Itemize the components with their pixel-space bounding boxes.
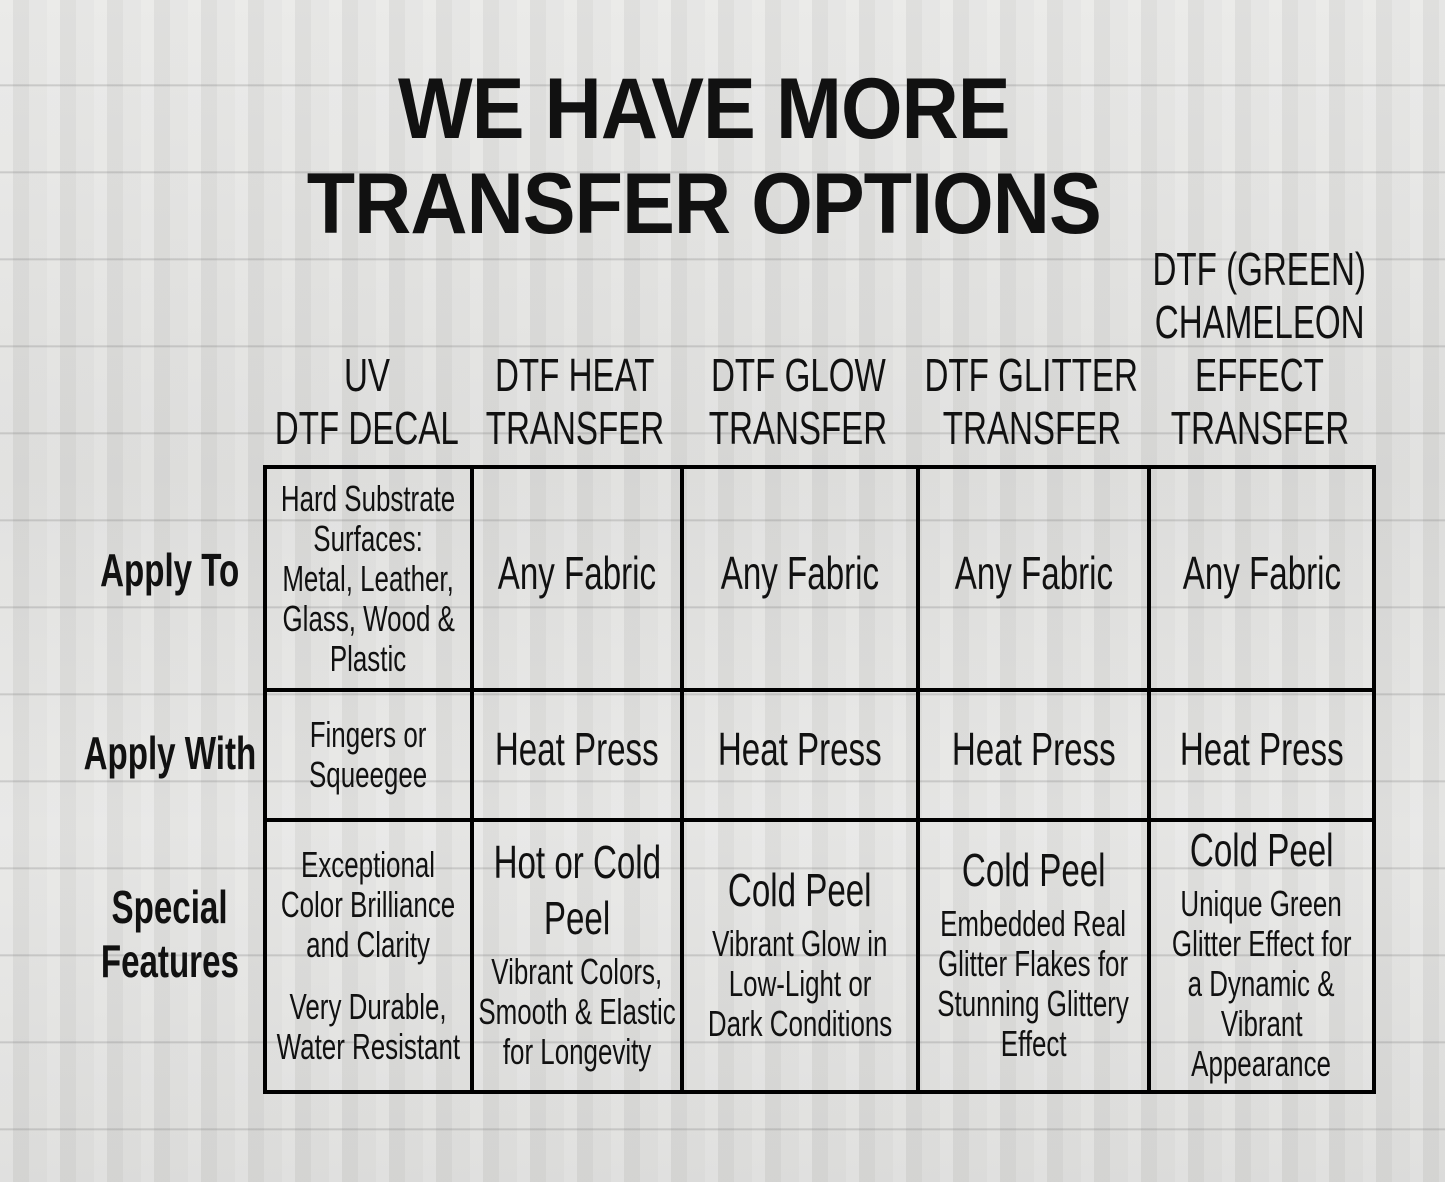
table-cell: Cold Peel Unique Green Glitter Effect for a… bbox=[1147, 818, 1376, 1094]
cell-text: Color Brilliance bbox=[281, 884, 456, 925]
cell-text: Heat Press bbox=[718, 723, 882, 775]
column-header: DTF GLOW TRANSFER bbox=[660, 240, 936, 455]
column-header-line: DTF GLOW bbox=[710, 349, 886, 401]
column-header-line: CHAMELEON bbox=[1154, 296, 1365, 348]
cell-text: Appearance bbox=[1191, 1043, 1332, 1084]
cell-text: Very Durable, bbox=[289, 986, 448, 1027]
column-header: DTF GLITTER TRANSFER bbox=[896, 240, 1167, 455]
table-cell: Heat Press bbox=[680, 688, 920, 822]
cell-heading: Cold Peel bbox=[1189, 824, 1334, 876]
cell-text: Plastic bbox=[330, 637, 407, 679]
table-cell: Any Fabric bbox=[680, 465, 920, 692]
column-header-line: TRANSFER bbox=[708, 402, 888, 454]
cell-text: Any Fabric bbox=[497, 546, 657, 599]
column-header-line: DTF GLITTER bbox=[924, 349, 1139, 401]
cell-text: Heat Press bbox=[1179, 723, 1344, 775]
cell-text: Vibrant Glow in bbox=[712, 923, 888, 964]
cell-text: Unique Green bbox=[1180, 883, 1343, 924]
cell-text: Surfaces: bbox=[313, 517, 424, 559]
cell-text: Low-Light or bbox=[728, 963, 872, 1004]
column-header-line: TRANSFER bbox=[485, 402, 665, 454]
row-label-line: Apply To bbox=[100, 544, 240, 596]
cell-text: Exceptional bbox=[301, 844, 436, 885]
cell-text: Heat Press bbox=[951, 723, 1116, 775]
table-cell: Hard Substrate Surfaces: Metal, Leather, Gl… bbox=[263, 465, 474, 692]
row-label-line: Features bbox=[100, 935, 240, 987]
title-line-1: WE HAVE MORE bbox=[397, 61, 1011, 157]
table-cell: Exceptional Color Brilliance and Clarity Ve… bbox=[263, 818, 474, 1094]
column-header-line: UV bbox=[343, 349, 390, 401]
row-label-line: Special bbox=[112, 881, 228, 933]
table-cell: Heat Press bbox=[470, 688, 684, 822]
column-header-line: TRANSFER bbox=[942, 402, 1121, 454]
table-cell: Any Fabric bbox=[1147, 465, 1376, 692]
cell-text: Any Fabric bbox=[1182, 546, 1341, 599]
cell-text: Embedded Real bbox=[940, 903, 1127, 944]
cell-text: for Longevity bbox=[502, 1031, 652, 1072]
cell-heading: Cold Peel bbox=[728, 864, 872, 916]
cell-heading: Peel bbox=[543, 892, 611, 944]
cell-text: Effect bbox=[1000, 1023, 1067, 1064]
cell-heading: Cold Peel bbox=[961, 844, 1106, 896]
table-cell: Any Fabric bbox=[470, 465, 684, 692]
column-header: DTF HEAT TRANSFER bbox=[450, 240, 700, 455]
column-header-line: TRANSFER bbox=[1170, 402, 1349, 454]
row-label: Special Features bbox=[60, 818, 280, 1050]
cell-text: Any Fabric bbox=[954, 546, 1113, 599]
cell-heading: Hot or Cold bbox=[493, 836, 661, 888]
comparison-table: Hard Substrate Surfaces: Metal, Leather, Gl… bbox=[263, 465, 1376, 1094]
column-header-line: EFFECT bbox=[1195, 349, 1324, 401]
table-cell: Hot or Cold Peel Vibrant Colors, Smooth & E… bbox=[470, 818, 684, 1094]
table-cell: Any Fabric bbox=[916, 465, 1151, 692]
table-cell: Heat Press bbox=[1147, 688, 1376, 822]
cell-text: Dark Conditions bbox=[707, 1003, 893, 1044]
column-header-line: DTF (GREEN) bbox=[1152, 243, 1367, 295]
cell-text: Any Fabric bbox=[720, 546, 880, 599]
cell-text: Squeegee bbox=[309, 754, 428, 795]
table-cell: Fingers or Squeegee bbox=[263, 688, 474, 822]
column-header: UV DTF DECAL bbox=[243, 240, 490, 455]
cell-text: Glitter Flakes for bbox=[938, 943, 1129, 984]
cell-text: Vibrant bbox=[1220, 1003, 1303, 1044]
cell-text: Hard Substrate bbox=[281, 477, 456, 519]
cell-text: Vibrant Colors, bbox=[491, 951, 663, 992]
cell-text: Stunning Glittery bbox=[937, 983, 1130, 1024]
title-line-2: TRANSFER OPTIONS bbox=[306, 156, 1102, 252]
column-header: DTF (GREEN) CHAMELEON EFFECT TRANSFER bbox=[1127, 240, 1392, 455]
column-header-line: DTF HEAT bbox=[495, 349, 655, 401]
row-label: Apply With bbox=[60, 688, 280, 818]
row-label: Apply To bbox=[60, 465, 280, 675]
cell-text: Metal, Leather, bbox=[282, 557, 455, 599]
cell-text: and Clarity bbox=[306, 924, 431, 965]
cell-text: a Dynamic & bbox=[1188, 963, 1335, 1004]
cell-text: Smooth & Elastic bbox=[478, 991, 676, 1032]
table-cell: Heat Press bbox=[916, 688, 1151, 822]
table-cell: Cold Peel Embedded Real Glitter Flakes for… bbox=[916, 818, 1151, 1094]
cell-text: Fingers or bbox=[310, 714, 427, 755]
table-cell: Cold Peel Vibrant Glow in Low-Light or Dark… bbox=[680, 818, 920, 1094]
cell-text: Glass, Wood & bbox=[282, 597, 455, 639]
column-header-line: DTF DECAL bbox=[274, 402, 459, 454]
cell-text: Heat Press bbox=[495, 723, 659, 775]
cell-text: Water Resistant bbox=[276, 1026, 461, 1067]
cell-text: Glitter Effect for bbox=[1171, 923, 1352, 964]
row-label-line: Apply With bbox=[83, 727, 257, 779]
